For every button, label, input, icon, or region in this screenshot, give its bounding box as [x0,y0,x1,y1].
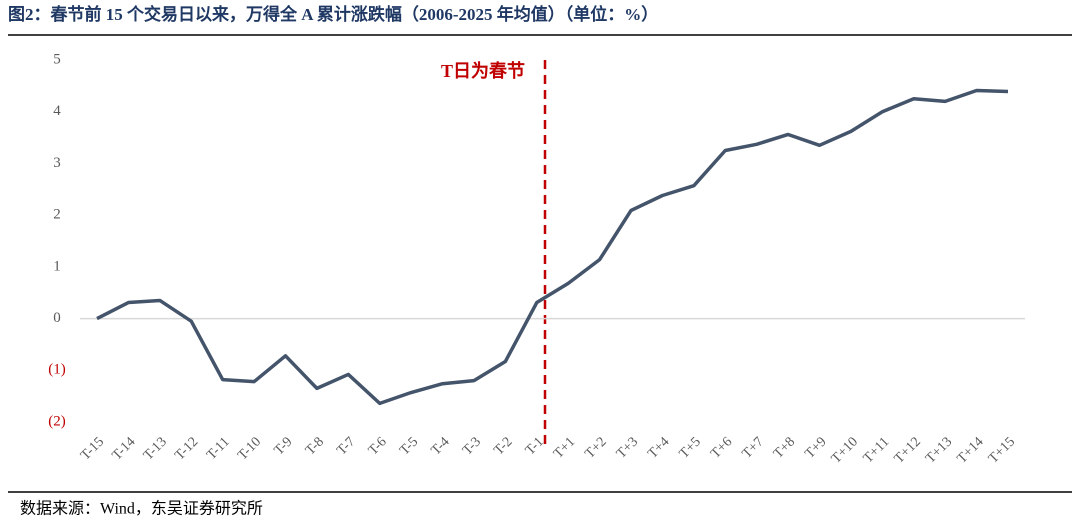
x-tick-label: T+15 [986,434,1018,466]
y-tick-label: (2) [48,413,66,429]
x-tick-label: T-13 [141,434,170,463]
x-tick-label: T+2 [583,434,610,461]
x-tick-label: T+12 [892,434,924,466]
x-tick-label: T-8 [303,434,327,458]
y-tick-label: 0 [53,310,61,326]
x-tick-label: T-2 [491,434,515,458]
x-tick-label: T-7 [334,434,358,458]
y-tick-label: 3 [53,155,61,171]
y-tick-label: 1 [53,258,61,274]
x-tick-label: T+4 [645,434,672,461]
y-tick-label: 5 [53,51,61,67]
x-tick-label: T+9 [802,434,829,461]
x-tick-label: T+1 [551,434,578,461]
x-tick-label: T-5 [397,434,421,458]
x-tick-label: T+5 [677,434,704,461]
x-tick-label: T-4 [429,434,453,458]
x-tick-label: T-14 [110,434,139,463]
y-tick-label: 2 [53,207,61,223]
x-tick-label: T-11 [204,434,233,463]
x-tick-label: T+8 [771,434,798,461]
x-tick-label: T-6 [366,434,390,458]
x-tick-label: T+13 [923,434,955,466]
y-tick-label: 4 [53,103,61,119]
x-tick-label: T+10 [829,434,861,466]
data-line [96,88,1009,406]
x-tick-label: T-12 [172,434,201,463]
x-tick-label: T+3 [614,434,641,461]
x-tick-label: T-9 [272,434,296,458]
source-note: 数据来源：Wind，东吴证券研究所 [20,500,263,518]
x-tick-label: T+11 [861,434,893,466]
annotation: T日为春节 [441,60,525,81]
x-tick-label: T+7 [740,434,767,461]
x-tick-label: T+6 [708,434,735,461]
x-tick-label: T-1 [523,434,547,458]
x-tick-label: T+14 [955,434,987,466]
y-tick-label: (1) [48,362,66,378]
x-tick-label: T-3 [460,434,484,458]
x-tick-label: T-10 [235,434,264,463]
chart-title: 图2：春节前 15 个交易日以来，万得全 A 累计涨跌幅（2006-2025 年… [8,4,658,24]
x-tick-label: T-15 [78,434,107,463]
